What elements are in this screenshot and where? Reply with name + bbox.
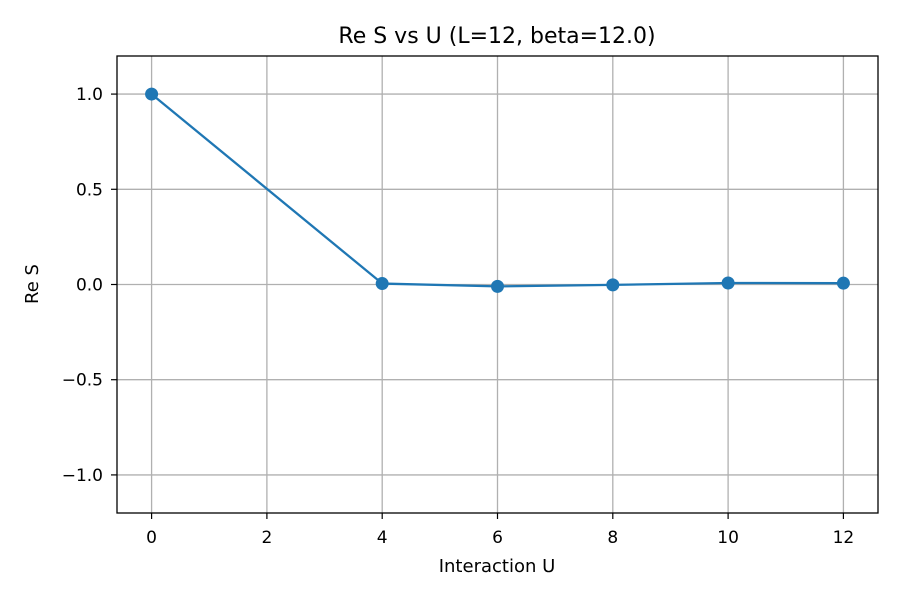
x-tick-label: 12 xyxy=(833,528,855,548)
data-point xyxy=(375,277,389,291)
x-tick-label: 4 xyxy=(377,528,388,548)
y-tick-label: −0.5 xyxy=(62,371,103,391)
data-series xyxy=(145,87,850,293)
x-tick-label: 8 xyxy=(607,528,618,548)
data-point xyxy=(836,276,850,290)
x-axis-label: Interaction U xyxy=(439,556,556,577)
axis-ticks: 0 2 4 6 8 10 12 1.0 0.5 0.0 −0.5 −1.0 xyxy=(62,85,855,548)
data-point xyxy=(145,87,159,101)
y-tick-label: 0.5 xyxy=(76,180,103,200)
data-point xyxy=(606,278,620,292)
x-tick-label: 6 xyxy=(492,528,503,548)
series-line xyxy=(150,93,844,288)
x-tick-label: 10 xyxy=(717,528,739,548)
y-tick-label: 1.0 xyxy=(76,85,103,105)
x-tick-label: 0 xyxy=(146,528,157,548)
x-tick-label: 2 xyxy=(261,528,272,548)
chart-title: Re S vs U (L=12, beta=12.0) xyxy=(338,24,655,49)
y-tick-label: −1.0 xyxy=(62,466,103,486)
y-tick-label: 0.0 xyxy=(76,276,103,296)
y-axis-label: Re S xyxy=(22,264,43,304)
data-point xyxy=(491,279,504,293)
data-point xyxy=(721,276,735,290)
